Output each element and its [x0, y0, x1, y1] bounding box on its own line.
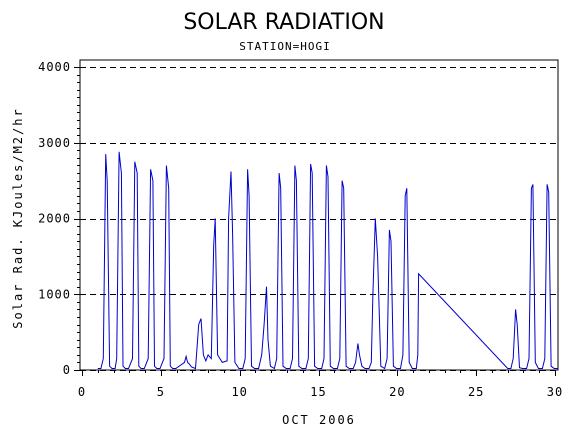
- y-axis: 0 1000 2000 3000 4000: [38, 60, 80, 377]
- y-axis-label: Solar Rad. KJoules/M2/hr: [11, 107, 25, 328]
- chart-title: SOLAR RADIATION: [183, 10, 384, 35]
- x-axis-label: OCT 2006: [282, 413, 356, 427]
- x-tick-label-25: 25: [468, 385, 484, 399]
- series-line: [97, 151, 559, 370]
- chart-subtitle: STATION=HOGI: [239, 40, 330, 53]
- x-tick-label-20: 20: [389, 385, 405, 399]
- grid-lines: [80, 67, 558, 371]
- x-tick-label-0: 0: [78, 385, 86, 399]
- x-tick-label-30: 30: [547, 385, 563, 399]
- x-tick-label-10: 10: [231, 385, 247, 399]
- y-tick-label-3000: 3000: [38, 136, 71, 150]
- y-tick-label-4000: 4000: [38, 60, 71, 74]
- x-tick-label-5: 5: [157, 385, 165, 399]
- y-tick-label-2000: 2000: [38, 212, 71, 226]
- y-tick-label-1000: 1000: [38, 287, 71, 301]
- y-tick-label-0: 0: [63, 363, 71, 377]
- x-tick-label-15: 15: [310, 385, 326, 399]
- plot-frame: [79, 59, 559, 371]
- x-axis: 0 5 10 15 20 25 30: [78, 370, 563, 399]
